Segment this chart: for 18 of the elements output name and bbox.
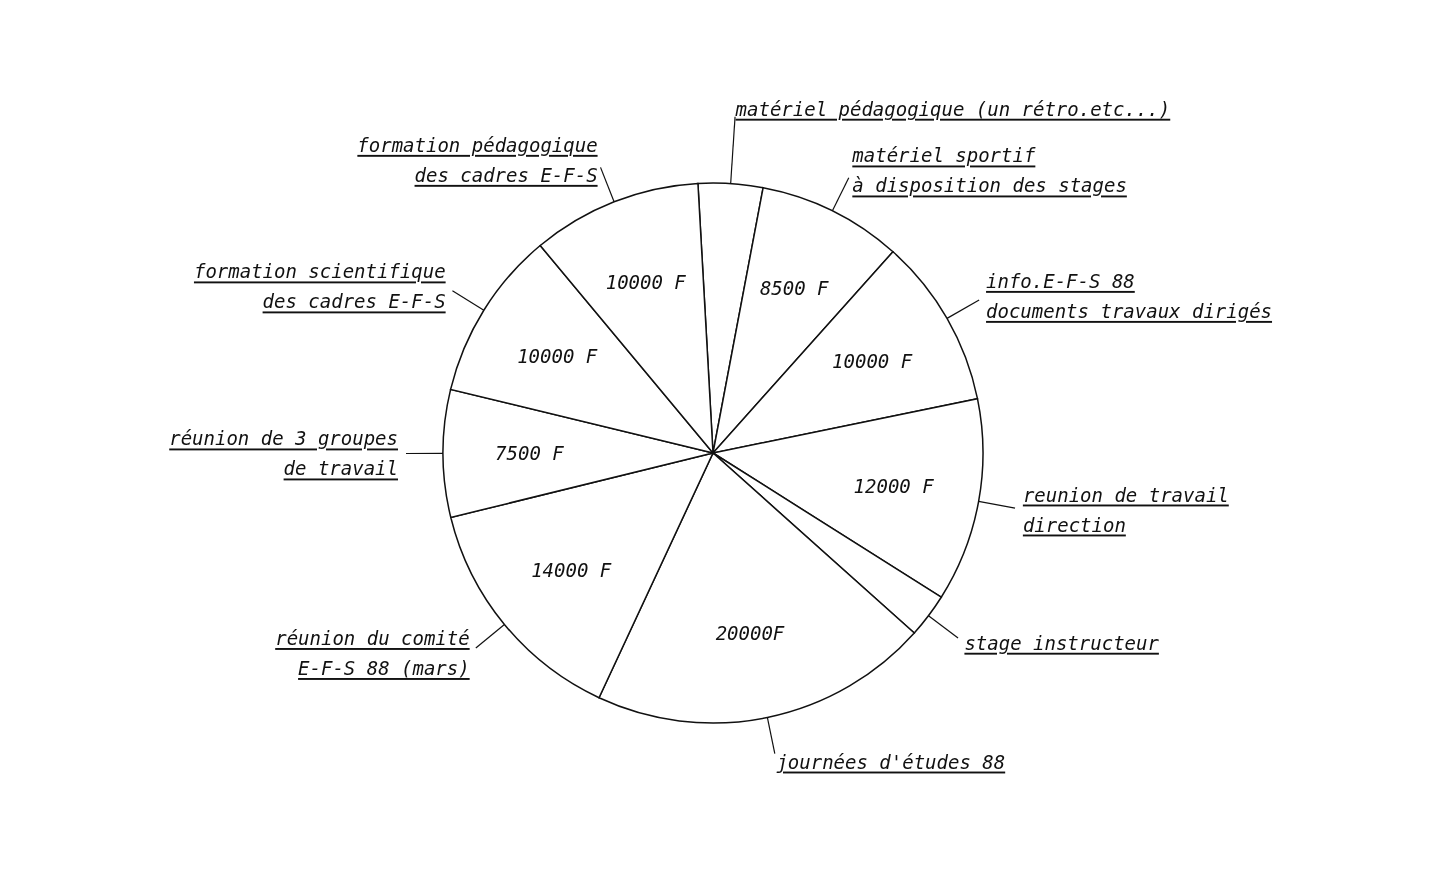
data-label: 14000 F [531, 558, 612, 581]
slice-label: matériel pédagogique (un rétro.etc...) [734, 97, 1171, 120]
slice-label: stage instructeur [964, 631, 1160, 654]
slice-label: formation pédagogique des cadres E-F-S [357, 133, 598, 186]
slice-label: journées d'études 88 [776, 750, 1006, 773]
slice-label: info.E-F-S 88 documents travaux dirigés [986, 269, 1273, 322]
slice-label: réunion de 3 groupes de travail [169, 427, 398, 480]
data-label: 10000 F [517, 344, 598, 367]
slice-label: reunion de travail direction [1022, 483, 1229, 536]
data-label: 10000 F [832, 350, 913, 373]
data-label: 20000F [715, 621, 785, 644]
slice-label: formation scientifique des cadres E-F-S [193, 260, 446, 313]
data-label: 10000 F [605, 271, 687, 294]
data-label: 12000 F [853, 474, 935, 497]
data-label: 8500 F [759, 277, 830, 300]
slice-label: matériel sportif à disposition des stages [851, 144, 1127, 197]
data-label: 7500 F [495, 442, 565, 465]
slice-label: réunion du comité E-F-S 88 (mars) [275, 627, 470, 680]
